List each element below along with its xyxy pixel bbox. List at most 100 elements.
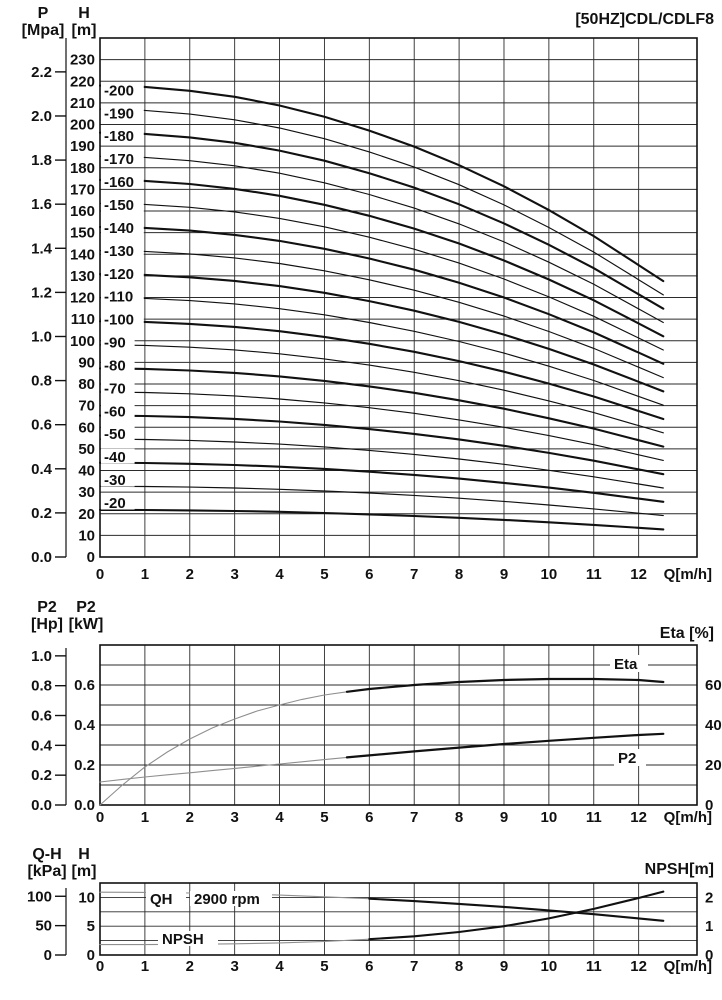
svg-text:10: 10 xyxy=(541,809,558,826)
svg-text:0.6: 0.6 xyxy=(31,708,52,725)
hq-p-axis-name: P xyxy=(37,5,49,22)
svg-text:0.4: 0.4 xyxy=(31,461,53,478)
hq-curve-140 xyxy=(98,225,665,365)
hq-stage-label-110: -110 xyxy=(104,289,133,306)
hq-curves xyxy=(98,84,665,531)
svg-text:170: 170 xyxy=(70,181,95,198)
hq-stage-label-80: -80 xyxy=(104,357,126,374)
svg-text:2.0: 2.0 xyxy=(31,108,52,125)
hq-h-axis-unit: [m] xyxy=(71,22,97,39)
hq-curve-70 xyxy=(99,391,664,461)
svg-text:0.0: 0.0 xyxy=(31,797,52,814)
svg-text:3: 3 xyxy=(230,566,238,583)
pe-curves xyxy=(99,677,665,806)
svg-text:1.0: 1.0 xyxy=(31,328,52,345)
svg-text:0.8: 0.8 xyxy=(31,678,52,695)
svg-text:4: 4 xyxy=(275,958,284,975)
svg-text:5: 5 xyxy=(320,809,328,826)
pe-grid xyxy=(99,644,698,806)
svg-text:70: 70 xyxy=(78,398,95,415)
svg-text:0: 0 xyxy=(87,549,95,566)
svg-text:150: 150 xyxy=(70,225,95,242)
svg-text:0.8: 0.8 xyxy=(31,373,52,390)
np-npsh-axis-label: NPSH[m] xyxy=(644,861,714,878)
svg-text:10: 10 xyxy=(541,958,558,975)
svg-text:6: 6 xyxy=(365,566,373,583)
svg-text:Q[m/h]: Q[m/h] xyxy=(664,809,712,826)
svg-text:1.6: 1.6 xyxy=(31,196,52,213)
p2-curve-light xyxy=(99,733,664,783)
hq-stage-label-140: -140 xyxy=(104,220,134,237)
svg-text:60: 60 xyxy=(78,419,95,436)
np-kpa-axis-unit: [kPa] xyxy=(27,863,67,880)
svg-text:230: 230 xyxy=(70,52,95,69)
svg-text:12: 12 xyxy=(630,958,647,975)
p2-curve xyxy=(345,732,665,759)
hq-curve-30 xyxy=(99,485,664,517)
chart-title: [50HZ]CDL/CDLF8 xyxy=(575,11,714,28)
svg-text:0: 0 xyxy=(96,958,104,975)
eta-curve-light xyxy=(99,678,664,806)
hq-curve-130 xyxy=(99,250,664,379)
hq-axes: 2.22.01.81.61.41.21.00.80.60.40.20.02302… xyxy=(31,38,712,583)
svg-text:0.2: 0.2 xyxy=(31,505,52,522)
svg-text:0: 0 xyxy=(87,947,95,964)
svg-text:2: 2 xyxy=(705,889,713,906)
rpm-label: 2900 rpm xyxy=(194,891,260,908)
svg-text:1: 1 xyxy=(141,809,149,826)
svg-text:Q[m/h]: Q[m/h] xyxy=(664,958,712,975)
hq-stage-label-70: -70 xyxy=(104,380,126,397)
svg-text:8: 8 xyxy=(455,809,463,826)
pe-kw-axis-name: P2 xyxy=(76,599,96,616)
svg-text:11: 11 xyxy=(586,958,602,975)
svg-text:90: 90 xyxy=(78,354,95,371)
svg-text:10: 10 xyxy=(541,566,558,583)
svg-text:12: 12 xyxy=(630,566,647,583)
hq-curve-120 xyxy=(98,273,665,393)
eta-curve xyxy=(345,677,665,693)
svg-text:11: 11 xyxy=(586,809,602,826)
pe-kw-axis-unit: [kW] xyxy=(68,616,104,633)
svg-text:5: 5 xyxy=(320,958,328,975)
svg-text:1.2: 1.2 xyxy=(31,284,52,301)
hq-stage-label-50: -50 xyxy=(104,426,126,443)
hq-curve-50 xyxy=(99,438,664,489)
hq-stage-label-40: -40 xyxy=(104,449,126,466)
svg-text:0: 0 xyxy=(44,947,52,964)
npsh-curve-label: NPSH xyxy=(162,931,204,948)
svg-text:4: 4 xyxy=(275,809,284,826)
hq-curve-80 xyxy=(98,367,665,448)
svg-text:20: 20 xyxy=(705,757,722,774)
svg-text:190: 190 xyxy=(70,138,95,155)
hq-stage-label-100: -100 xyxy=(104,312,134,329)
svg-text:0: 0 xyxy=(96,566,104,583)
svg-text:180: 180 xyxy=(70,160,95,177)
hq-stage-label-20: -20 xyxy=(104,495,126,512)
svg-text:9: 9 xyxy=(500,809,508,826)
hq-curve-150 xyxy=(99,202,664,351)
svg-text:160: 160 xyxy=(70,203,95,220)
hq-stage-label-120: -120 xyxy=(104,266,134,283)
svg-text:5: 5 xyxy=(87,918,95,935)
hq-stage-label-180: -180 xyxy=(104,128,134,145)
np-kpa-axis-name: Q-H xyxy=(32,846,62,863)
hq-stage-label-200: -200 xyxy=(104,82,134,99)
hq-curve-190 xyxy=(99,108,664,296)
hq-stage-label-170: -170 xyxy=(104,151,134,168)
svg-text:5: 5 xyxy=(320,566,328,583)
svg-text:12: 12 xyxy=(630,809,647,826)
svg-text:1: 1 xyxy=(705,918,713,935)
svg-text:210: 210 xyxy=(70,95,95,112)
qh-curve-label: QH xyxy=(150,891,173,908)
svg-text:50: 50 xyxy=(78,441,95,458)
np-m-axis-unit: [m] xyxy=(71,863,97,880)
hq-stage-label-150: -150 xyxy=(104,197,134,214)
pe-hp-axis-unit: [Hp] xyxy=(31,616,63,633)
hq-curve-200 xyxy=(98,84,665,283)
svg-text:140: 140 xyxy=(70,246,95,263)
svg-text:9: 9 xyxy=(500,958,508,975)
svg-text:120: 120 xyxy=(70,290,95,307)
svg-text:200: 200 xyxy=(70,117,95,134)
svg-text:8: 8 xyxy=(455,958,463,975)
svg-text:1: 1 xyxy=(141,958,149,975)
